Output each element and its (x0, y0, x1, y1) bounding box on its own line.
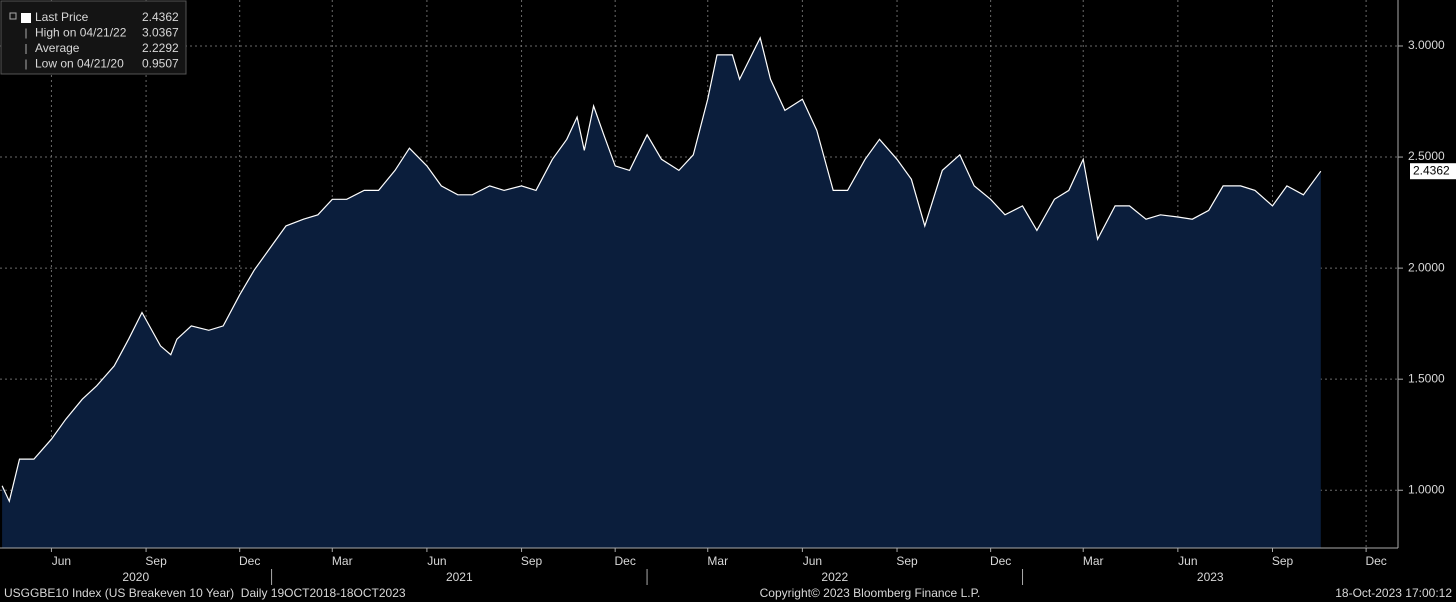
legend-label: High on 04/21/22 (35, 26, 127, 40)
legend-box (0, 0, 187, 75)
x-tick-label: Dec (239, 554, 260, 568)
last-price-tag (1410, 163, 1456, 180)
legend-value: 2.4362 (142, 10, 179, 24)
x-tick-label: Sep (145, 554, 167, 568)
legend-value: 0.9507 (142, 57, 179, 71)
x-tick-label: Mar (707, 554, 728, 568)
y-tick-label: 1.5000 (1408, 371, 1445, 385)
legend-label: Low on 04/21/20 (35, 57, 124, 71)
legend-label: Average (35, 41, 80, 55)
x-tick-label: Jun (1178, 554, 1197, 568)
legend-value: 3.0367 (142, 26, 179, 40)
x-tick-label: Dec (1365, 554, 1386, 568)
x-tick-label: Jun (427, 554, 446, 568)
footer-left: USGGBE10 Index (US Breakeven 10 Year) Da… (4, 586, 406, 600)
legend-label: Last Price (35, 10, 89, 24)
x-tick-label: Dec (614, 554, 635, 568)
x-tick-label: Jun (803, 554, 822, 568)
y-tick-label: 1.0000 (1408, 482, 1445, 496)
legend-toggle (9, 12, 17, 20)
x-tick-label: Sep (1272, 554, 1294, 568)
area (2, 37, 1321, 549)
legend-swatch (21, 13, 31, 23)
plot-area: 1.0000 1.5000 2.0000 2.5000 3.0000 Jun Sep Dec M… (0, 0, 1456, 585)
y-tick-label: 2.5000 (1408, 149, 1445, 163)
x-tick-label: Jun (52, 554, 71, 568)
year-label: 2022 (821, 570, 848, 584)
year-label: 2020 (122, 570, 149, 584)
x-tick-label: Dec (990, 554, 1011, 568)
last-price-label: 2.4362 (1413, 163, 1450, 177)
y-tick-label: 2.0000 (1408, 260, 1445, 274)
y-tick-label: 3.0000 (1408, 38, 1445, 52)
footer-right: 18-Oct-2023 17:00:12 (1335, 586, 1452, 600)
year-label: 2023 (1197, 570, 1224, 584)
x-tick-label: Mar (1083, 554, 1104, 568)
x-tick-label: Mar (332, 554, 353, 568)
legend-value: 2.2292 (142, 41, 179, 55)
footer-center: Copyright© 2023 Bloomberg Finance L.P. (760, 586, 981, 600)
x-tick-label: Sep (896, 554, 918, 568)
line (1, 36, 1322, 504)
year-label: 2021 (446, 570, 473, 584)
x-tick-label: Sep (521, 554, 543, 568)
legend: Last Price 2.4362 High on 04/21/22 3.0367 Av… (0, 0, 187, 75)
